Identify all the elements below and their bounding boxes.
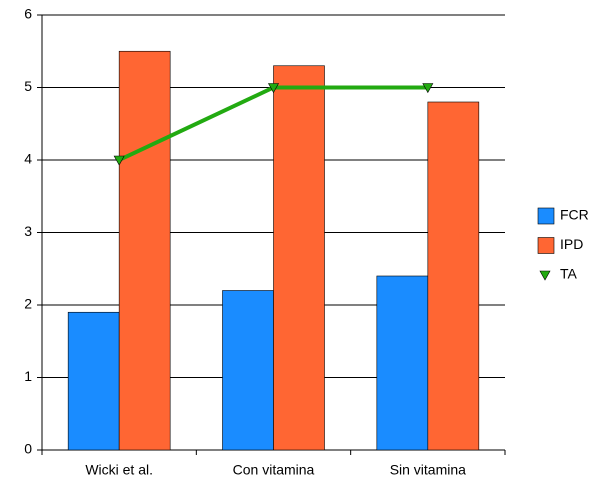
y-tick-label: 1 — [24, 368, 32, 384]
x-tick-label: Wicki et al. — [85, 462, 153, 478]
bar — [273, 65, 325, 451]
bar — [67, 311, 120, 451]
x-tick-label: Sin vitamina — [390, 462, 466, 478]
y-tick-label: 5 — [24, 78, 32, 94]
legend-label: FCR — [560, 207, 589, 223]
bar — [376, 275, 429, 451]
marker — [113, 155, 125, 166]
x-tick-label: Con vitamina — [233, 462, 315, 478]
y-tick-label: 3 — [24, 223, 32, 239]
legend-label: IPD — [560, 236, 583, 252]
y-tick-label: 0 — [24, 441, 32, 457]
bar — [427, 101, 480, 451]
legend-marker — [539, 270, 551, 281]
legend-swatch — [537, 207, 555, 225]
legend-label: TA — [560, 266, 578, 282]
y-tick-label: 6 — [24, 6, 32, 22]
bar — [222, 290, 274, 451]
y-tick-label: 4 — [24, 151, 32, 167]
y-tick-label: 2 — [24, 296, 32, 312]
bar — [118, 50, 171, 451]
marker — [267, 83, 280, 94]
marker — [422, 83, 434, 94]
legend-swatch — [537, 237, 555, 254]
